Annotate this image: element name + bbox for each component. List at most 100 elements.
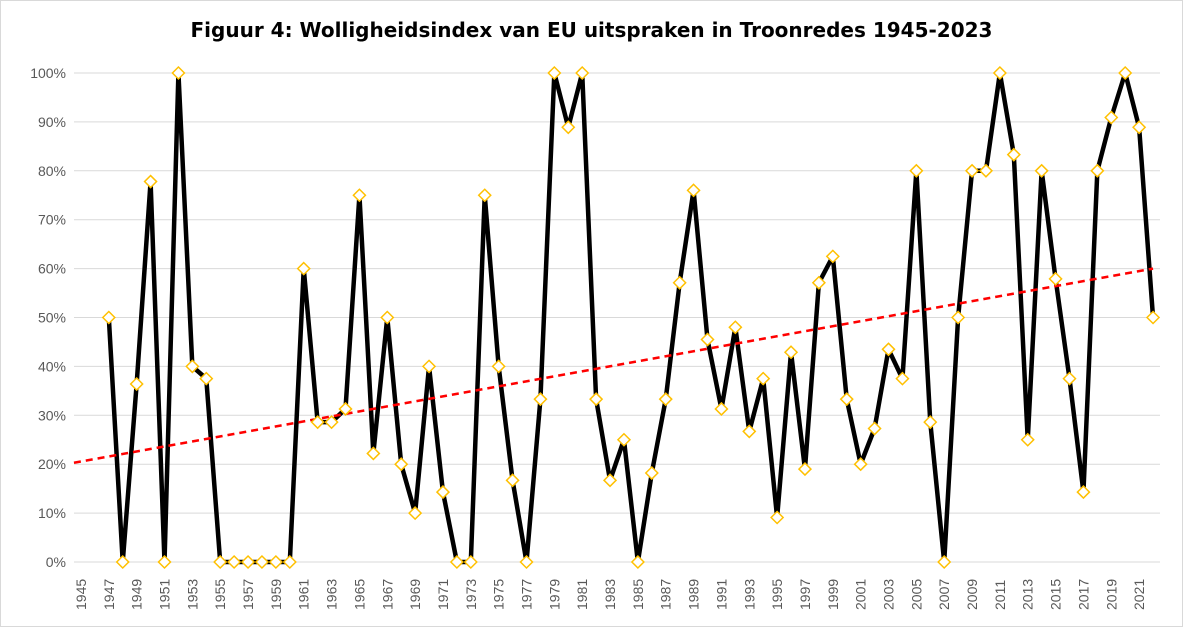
data-point-marker — [728, 320, 743, 335]
data-point-marker — [282, 554, 297, 570]
x-tick-label: 2003 — [881, 579, 897, 610]
x-tick-label: 1969 — [407, 579, 423, 610]
data-point-marker — [227, 554, 242, 570]
data-point-marker — [254, 554, 270, 570]
data-point-marker — [547, 65, 562, 81]
x-tick-label: 1953 — [184, 579, 200, 610]
data-point-marker — [937, 554, 952, 570]
data-point-marker — [352, 188, 367, 203]
x-tick-label: 2005 — [908, 579, 924, 610]
x-tick-label: 1959 — [268, 579, 284, 610]
data-point-marker — [199, 371, 214, 386]
data-point-marker — [1104, 110, 1119, 125]
data-point-marker — [1076, 485, 1091, 500]
data-point-marker — [463, 554, 478, 570]
x-tick-label: 2021 — [1131, 579, 1147, 610]
x-tick-label: 1983 — [602, 579, 618, 610]
x-tick-label: 1963 — [324, 579, 340, 610]
data-point-marker — [143, 174, 158, 189]
y-tick-label: 70% — [38, 212, 66, 228]
data-point-marker — [1062, 371, 1077, 386]
y-tick-label: 80% — [38, 163, 66, 179]
data-point-marker — [825, 249, 840, 264]
x-tick-label: 2015 — [1048, 579, 1064, 610]
data-point-marker — [1145, 310, 1161, 325]
x-tick-label: 2011 — [992, 580, 1008, 610]
data-point-marker — [797, 462, 813, 477]
data-point-marker — [324, 415, 339, 430]
data-point-marker — [157, 554, 172, 570]
x-tick-label: 1961 — [296, 579, 312, 610]
data-point-marker — [561, 120, 576, 135]
x-tick-label: 2017 — [1075, 579, 1091, 610]
data-point-marker — [310, 415, 325, 430]
data-point-marker — [672, 275, 687, 290]
trendline — [73, 267, 1154, 464]
chart-title: Figuur 4: Wolligheidsindex van EU uitspr… — [190, 18, 993, 42]
data-point-marker — [1048, 271, 1063, 286]
x-tick-label: 1991 — [713, 579, 729, 610]
data-point-marker — [909, 163, 924, 178]
data-point-marker — [839, 392, 854, 407]
x-tick-label: 2009 — [964, 579, 980, 610]
x-tick-label: 1993 — [741, 579, 757, 610]
data-point-marker — [366, 446, 381, 461]
data-point-marker — [505, 473, 520, 488]
data-point-marker — [1132, 120, 1147, 135]
x-tick-label: 2013 — [1020, 579, 1036, 610]
data-point-marker — [895, 371, 910, 386]
data-point-marker — [533, 392, 548, 407]
data-point-marker — [408, 506, 423, 521]
data-point-marker — [1034, 163, 1049, 178]
data-point-marker — [240, 554, 256, 570]
x-tick-label: 1971 — [435, 579, 451, 610]
data-point-marker — [477, 188, 492, 203]
data-point-marker — [491, 359, 506, 374]
data-point-marker — [1020, 432, 1035, 447]
data-point-marker — [978, 163, 994, 178]
data-point-marker — [742, 424, 757, 439]
data-point-marker — [268, 554, 283, 570]
x-tick-label: 2019 — [1103, 579, 1119, 610]
x-tick-label: 1995 — [769, 579, 785, 610]
data-point-marker — [213, 554, 228, 570]
data-point-marker — [1090, 163, 1105, 178]
data-point-marker — [756, 371, 771, 386]
data-point-marker — [296, 261, 311, 276]
y-tick-label: 90% — [38, 114, 66, 130]
x-tick-label: 1957 — [240, 579, 256, 610]
x-tick-label: 1989 — [686, 579, 702, 610]
data-point-marker — [421, 359, 437, 374]
x-tick-label: 1977 — [519, 579, 535, 610]
data-point-marker — [923, 415, 938, 430]
data-point-marker — [770, 510, 785, 525]
data-point-marker — [700, 332, 715, 347]
data-point-marker — [185, 359, 200, 374]
x-tick-label: 1949 — [129, 579, 145, 610]
data-point-marker — [714, 401, 729, 417]
x-tick-label: 1975 — [491, 579, 507, 610]
data-point-marker — [1006, 147, 1021, 162]
x-tick-label: 2001 — [853, 579, 869, 610]
y-tick-label: 30% — [38, 407, 66, 423]
y-tick-label: 20% — [38, 456, 66, 472]
data-point-marker — [602, 473, 618, 488]
x-tick-label: 1973 — [463, 579, 479, 610]
x-tick-label: 2007 — [936, 579, 952, 610]
x-tick-label: 1985 — [630, 579, 646, 610]
x-tick-label: 1967 — [379, 579, 395, 610]
x-tick-label: 1955 — [212, 579, 228, 610]
data-point-marker — [380, 310, 395, 325]
x-tick-label: 1951 — [157, 579, 173, 610]
data-point-marker — [101, 310, 116, 325]
x-tick-label: 1987 — [658, 579, 674, 610]
x-tick-label: 1981 — [574, 579, 590, 610]
data-point-marker — [616, 432, 632, 447]
data-point-marker — [575, 65, 590, 81]
data-point-marker — [394, 457, 409, 472]
data-point-marker — [171, 65, 186, 81]
data-point-marker — [964, 163, 980, 178]
y-tick-label: 40% — [38, 358, 66, 374]
data-point-marker — [686, 183, 701, 198]
